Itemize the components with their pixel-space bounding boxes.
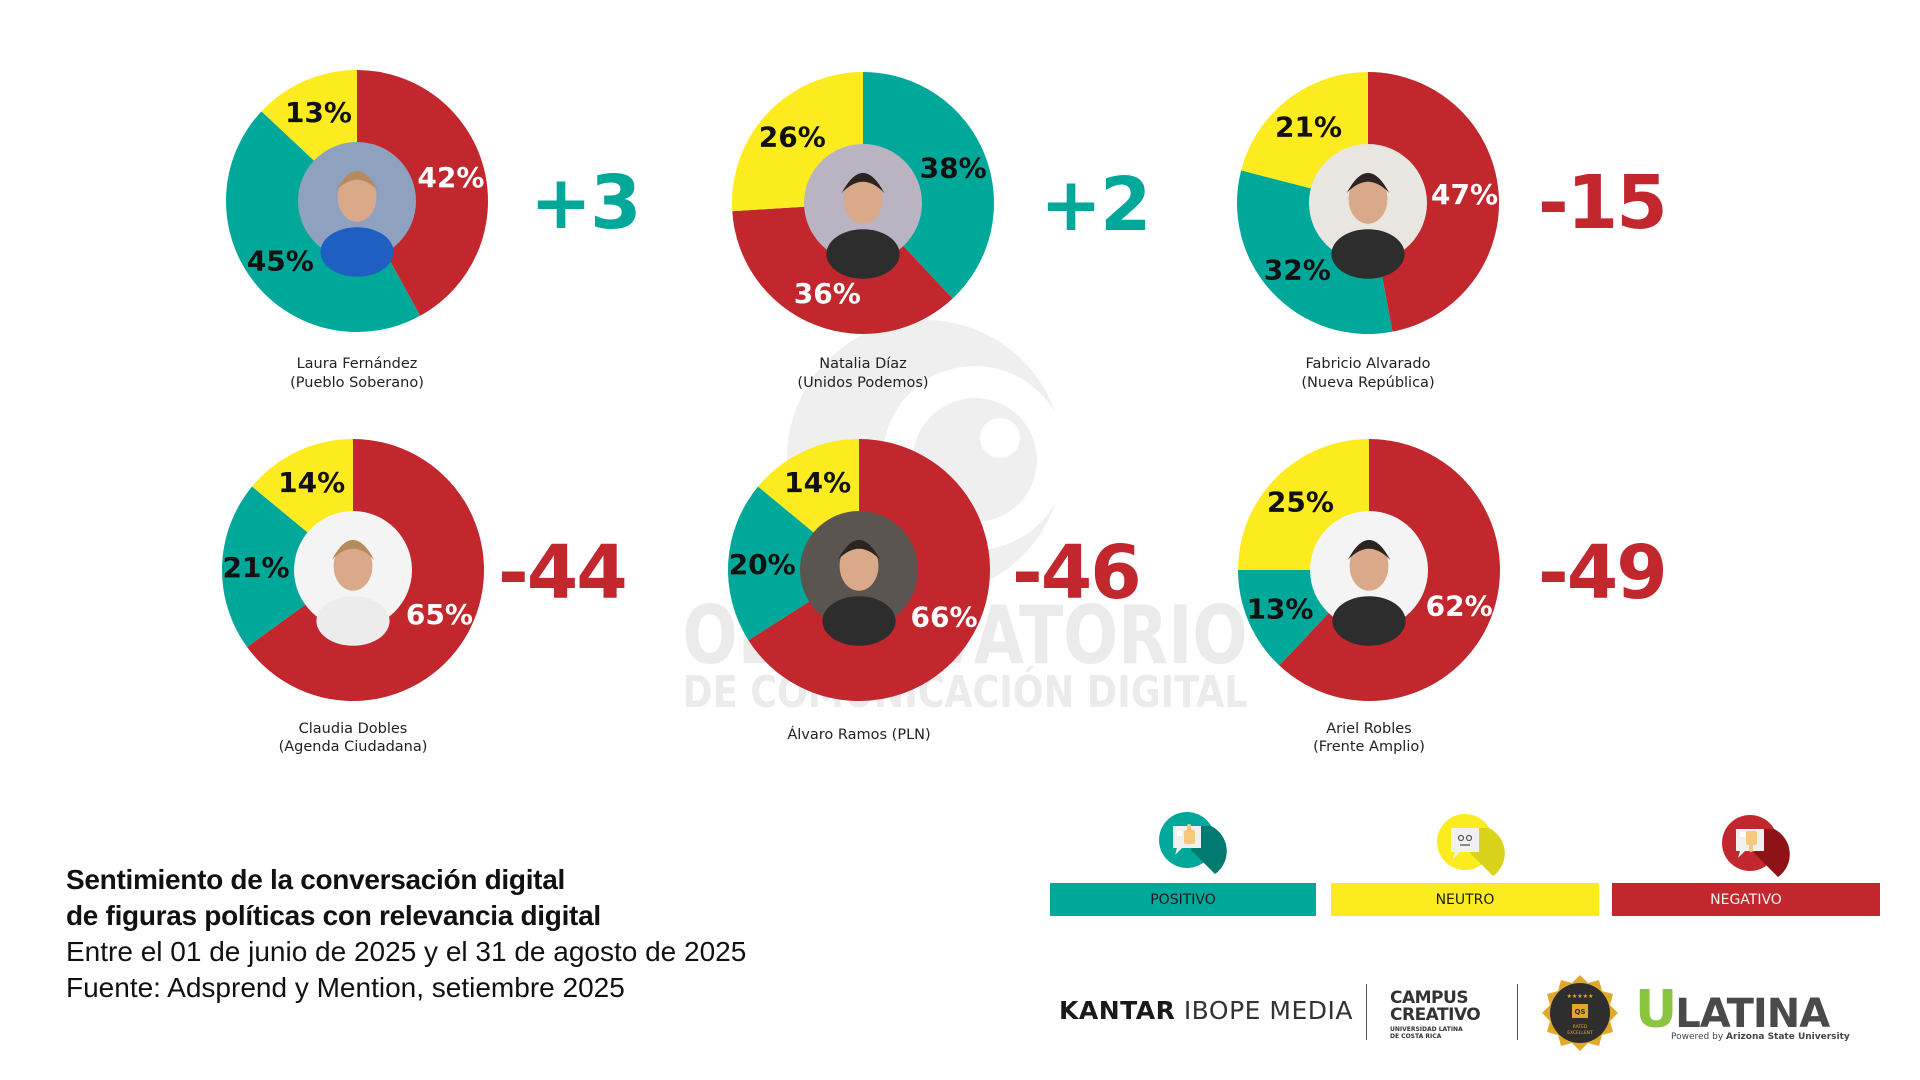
candidate-name: Ariel Robles — [1326, 721, 1411, 737]
watermark-line2: DE COMUNICACIÓN DIGITAL — [683, 665, 1248, 718]
thumbs-up-chat-icon — [1159, 812, 1227, 874]
badge-rated: RATED — [1573, 1024, 1588, 1030]
asu-label: Arizona State University — [1726, 1032, 1850, 1042]
legend-neutro-label: NEUTRO — [1435, 891, 1495, 908]
slice-label-positivo: 13% — [1246, 593, 1313, 626]
donut-chart-2: 38% 36% 26% +2 Natalia Díaz (Unidos Podemos) — [732, 72, 1152, 391]
net-sentiment-value: -44 — [498, 530, 626, 616]
ulatina-logo: ULATINA Powered by Arizona State Univers… — [1635, 980, 1850, 1042]
candidate-name: Álvaro Ramos (PLN) — [787, 726, 930, 743]
kantar-ibope-logo: KANTAR IBOPE MEDIA — [1059, 996, 1353, 1025]
badge-stars: ★★★★★ — [1567, 993, 1594, 1000]
partner-logos: KANTAR IBOPE MEDIA CAMPUS CREATIVO UNIVE… — [1055, 975, 1915, 1051]
legend-positivo-label: POSITIVO — [1150, 891, 1216, 908]
slice-label-negativo: 36% — [794, 277, 861, 310]
slice-label-neutro: 14% — [278, 466, 345, 499]
candidate-avatar — [804, 144, 922, 279]
ulatina-powered-by: Powered by Arizona State University — [1671, 1032, 1850, 1042]
ulatina-u: U — [1635, 980, 1677, 1040]
donut-slice-positivo — [221, 486, 353, 647]
net-sentiment-value: -15 — [1538, 160, 1666, 246]
donut-chart-3: 47% 32% 21% -15 Fabricio Alvarado (Nueva Repú… — [1236, 71, 1668, 391]
legend-positivo: POSITIVO — [1050, 883, 1316, 916]
neutral-face-chat-icon — [1437, 814, 1505, 876]
donut-slice-positivo — [728, 486, 859, 641]
slice-label-neutro: 21% — [1275, 110, 1342, 143]
watermark-logo-highlight — [980, 418, 1020, 458]
slice-label-positivo: 38% — [920, 151, 987, 184]
slice-label-negativo: 65% — [406, 598, 473, 631]
candidate-name: Laura Fernández — [297, 356, 418, 372]
caption-title-line2: de figuras políticas con relevancia digi… — [66, 900, 601, 931]
slice-label-positivo: 21% — [223, 551, 290, 584]
candidate-avatar — [1310, 511, 1428, 646]
badge-qs: QS — [1575, 1008, 1586, 1016]
net-sentiment-value: -46 — [1012, 530, 1140, 616]
kantar-logo-bold: KANTAR — [1059, 996, 1176, 1025]
candidate-avatar — [1309, 144, 1427, 279]
candidate-party: (Pueblo Soberano) — [290, 375, 424, 391]
net-sentiment-value: -49 — [1538, 530, 1666, 616]
logo-divider — [1517, 984, 1518, 1040]
slice-label-neutro: 25% — [1267, 485, 1334, 518]
candidate-avatar — [800, 511, 918, 646]
slice-label-positivo: 45% — [247, 244, 314, 277]
candidate-avatar — [298, 142, 416, 277]
net-sentiment-value: +3 — [530, 160, 640, 246]
donut-chart-5: 66% 20% 14% -46 Álvaro Ramos (PLN) — [728, 439, 1142, 743]
slice-label-negativo: 42% — [417, 161, 484, 194]
candidate-avatar — [294, 511, 412, 646]
qs-rated-excellent-badge: ★★★★★ QS RATED EXCELLENT — [1542, 975, 1618, 1051]
slice-label-neutro: 14% — [784, 466, 851, 499]
caption-source: Fuente: Adsprend y Mention, setiembre 20… — [66, 972, 625, 1003]
candidate-name: Fabricio Alvarado — [1306, 356, 1431, 372]
ulatina-latina: LATINA — [1675, 991, 1830, 1037]
candidate-name: Natalia Díaz — [819, 356, 907, 372]
campus-line1: CAMPUS — [1390, 988, 1469, 1008]
campus-line2: CREATIVO — [1390, 1005, 1481, 1025]
campus-creativo-logo: CAMPUS CREATIVO UNIVERSIDAD LATINA DE CO… — [1390, 988, 1481, 1041]
slice-label-positivo: 20% — [729, 548, 796, 581]
donut-charts: 42% 45% 13% +3 Laura Fernández (Pueblo Sobera… — [221, 70, 1668, 755]
powered-by-label: Powered by — [1671, 1032, 1724, 1042]
legend-icons — [1159, 812, 1790, 877]
caption-period: Entre el 01 de junio de 2025 y el 31 de … — [66, 936, 747, 967]
slice-label-neutro: 13% — [285, 96, 352, 129]
slice-label-positivo: 32% — [1264, 253, 1331, 286]
donut-chart-4: 65% 21% 14% -44 Claudia Dobles (Agenda Ciudad… — [221, 439, 628, 755]
donut-chart-6: 62% 13% 25% -49 Ariel Robles (Frente Amplio) — [1238, 439, 1668, 755]
slice-label-negativo: 47% — [1431, 178, 1498, 211]
caption: Sentimiento de la conversación digital d… — [66, 862, 746, 1006]
candidate-party: (Agenda Ciudadana) — [279, 739, 428, 755]
donut-slice-positivo — [863, 72, 994, 299]
campus-sub2: DE COSTA RICA — [1390, 1033, 1442, 1040]
slice-label-negativo: 62% — [1426, 590, 1493, 623]
candidate-party: (Nueva República) — [1301, 375, 1434, 391]
campus-sub1: UNIVERSIDAD LATINA — [1390, 1026, 1463, 1033]
donut-chart-1: 42% 45% 13% +3 Laura Fernández (Pueblo Sobera… — [225, 70, 642, 391]
candidate-party: (Unidos Podemos) — [797, 375, 928, 391]
slice-label-negativo: 66% — [910, 601, 977, 634]
slice-label-neutro: 26% — [759, 121, 826, 154]
legend-neutro: NEUTRO — [1331, 883, 1599, 916]
candidate-name: Claudia Dobles — [299, 721, 408, 737]
kantar-logo-light: IBOPE MEDIA — [1183, 996, 1353, 1025]
donut-slice-negativo — [1368, 71, 1500, 332]
legend-negativo: NEGATIVO — [1612, 883, 1880, 916]
legend-negativo-label: NEGATIVO — [1710, 891, 1782, 908]
net-sentiment-value: +2 — [1040, 162, 1150, 248]
logo-divider — [1366, 984, 1367, 1040]
candidate-party: (Frente Amplio) — [1313, 739, 1425, 755]
badge-excellent: EXCELLENT — [1567, 1030, 1593, 1036]
thumbs-down-chat-icon — [1722, 815, 1790, 877]
caption-title-line1: Sentimiento de la conversación digital — [66, 864, 565, 895]
